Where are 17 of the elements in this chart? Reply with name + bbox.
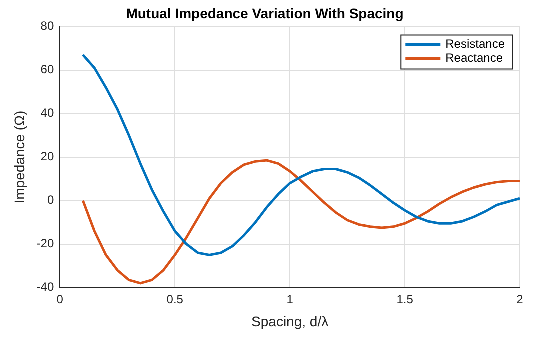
x-tick-label: 0: [56, 292, 64, 306]
chart-title: Mutual Impedance Variation With Spacing: [126, 5, 404, 22]
y-tick-label: 80: [40, 19, 54, 34]
x-tick-label: 2: [516, 292, 524, 306]
y-tick-label: 40: [40, 106, 54, 120]
x-tick-label: 0.5: [166, 292, 184, 306]
y-tick-label: 20: [40, 150, 54, 164]
x-tick-label: 1.5: [396, 292, 414, 306]
y-tick-label: 0: [47, 193, 54, 208]
y-tick-label: -20: [36, 236, 54, 251]
y-tick-label: -40: [36, 280, 54, 294]
x-axis-title: Spacing, d/λ: [252, 313, 329, 330]
y-tick-label: 60: [40, 62, 54, 77]
x-tick-label: 1: [286, 292, 294, 306]
legend-label: Resistance: [446, 37, 506, 52]
legend-label: Reactance: [446, 51, 504, 66]
y-axis-title: Impedance (Ω): [11, 110, 28, 204]
